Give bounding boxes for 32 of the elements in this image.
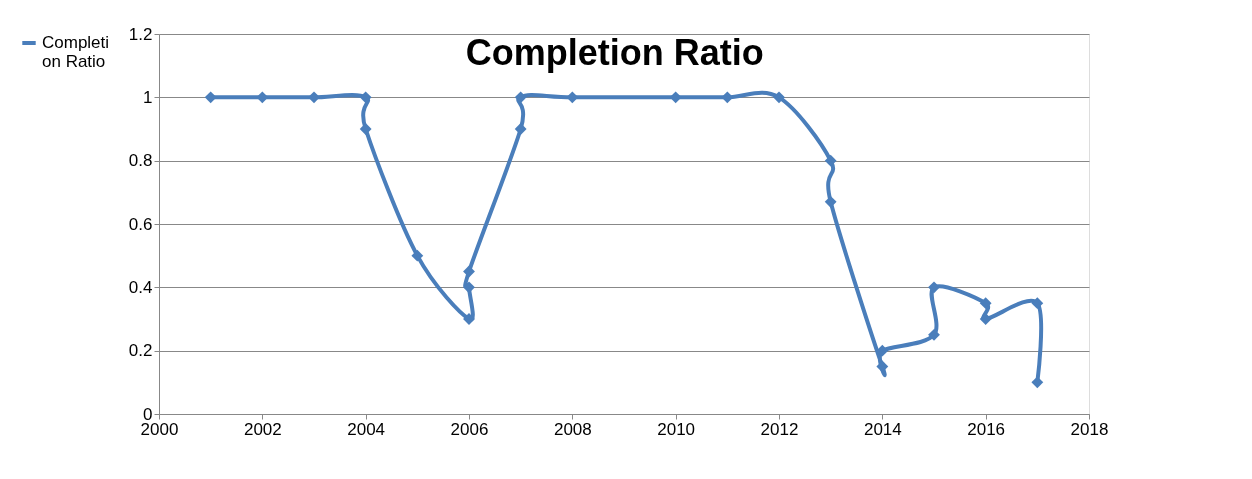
point xyxy=(359,91,372,104)
point xyxy=(463,265,475,278)
point xyxy=(773,91,785,104)
x-tick-label: 2018 xyxy=(1070,419,1109,439)
y-tick-label: 0.6 xyxy=(128,214,153,234)
point xyxy=(308,91,320,104)
y-tick-label: 0.8 xyxy=(128,151,153,171)
y-tick-label: 1.2 xyxy=(128,24,153,44)
chart-title: Completion Ratio xyxy=(465,32,764,73)
y-tick-label: 1 xyxy=(143,87,153,107)
y-tick-label: 0.4 xyxy=(128,277,153,297)
x-tick-label: 2014 xyxy=(863,419,902,439)
x-tick-label: 2004 xyxy=(347,419,386,439)
x-tick-label: 2010 xyxy=(657,419,696,439)
point xyxy=(928,281,940,294)
point xyxy=(928,328,940,341)
legend-label: Completion Ratio xyxy=(42,33,110,71)
x-tick-label: 2012 xyxy=(760,419,799,439)
point xyxy=(979,313,992,325)
x-tick-label: 2016 xyxy=(967,419,1006,439)
x-tick-label: 2008 xyxy=(553,419,592,439)
x-tick-label: 2002 xyxy=(243,419,282,439)
point xyxy=(359,123,372,135)
point xyxy=(514,91,527,104)
y-tick-label: 0.2 xyxy=(128,341,153,361)
x-tick-label: 2006 xyxy=(450,419,489,439)
point xyxy=(411,249,424,262)
point xyxy=(824,154,837,167)
point xyxy=(1031,297,1044,310)
point xyxy=(514,123,527,135)
point xyxy=(824,195,837,208)
point xyxy=(979,297,992,310)
